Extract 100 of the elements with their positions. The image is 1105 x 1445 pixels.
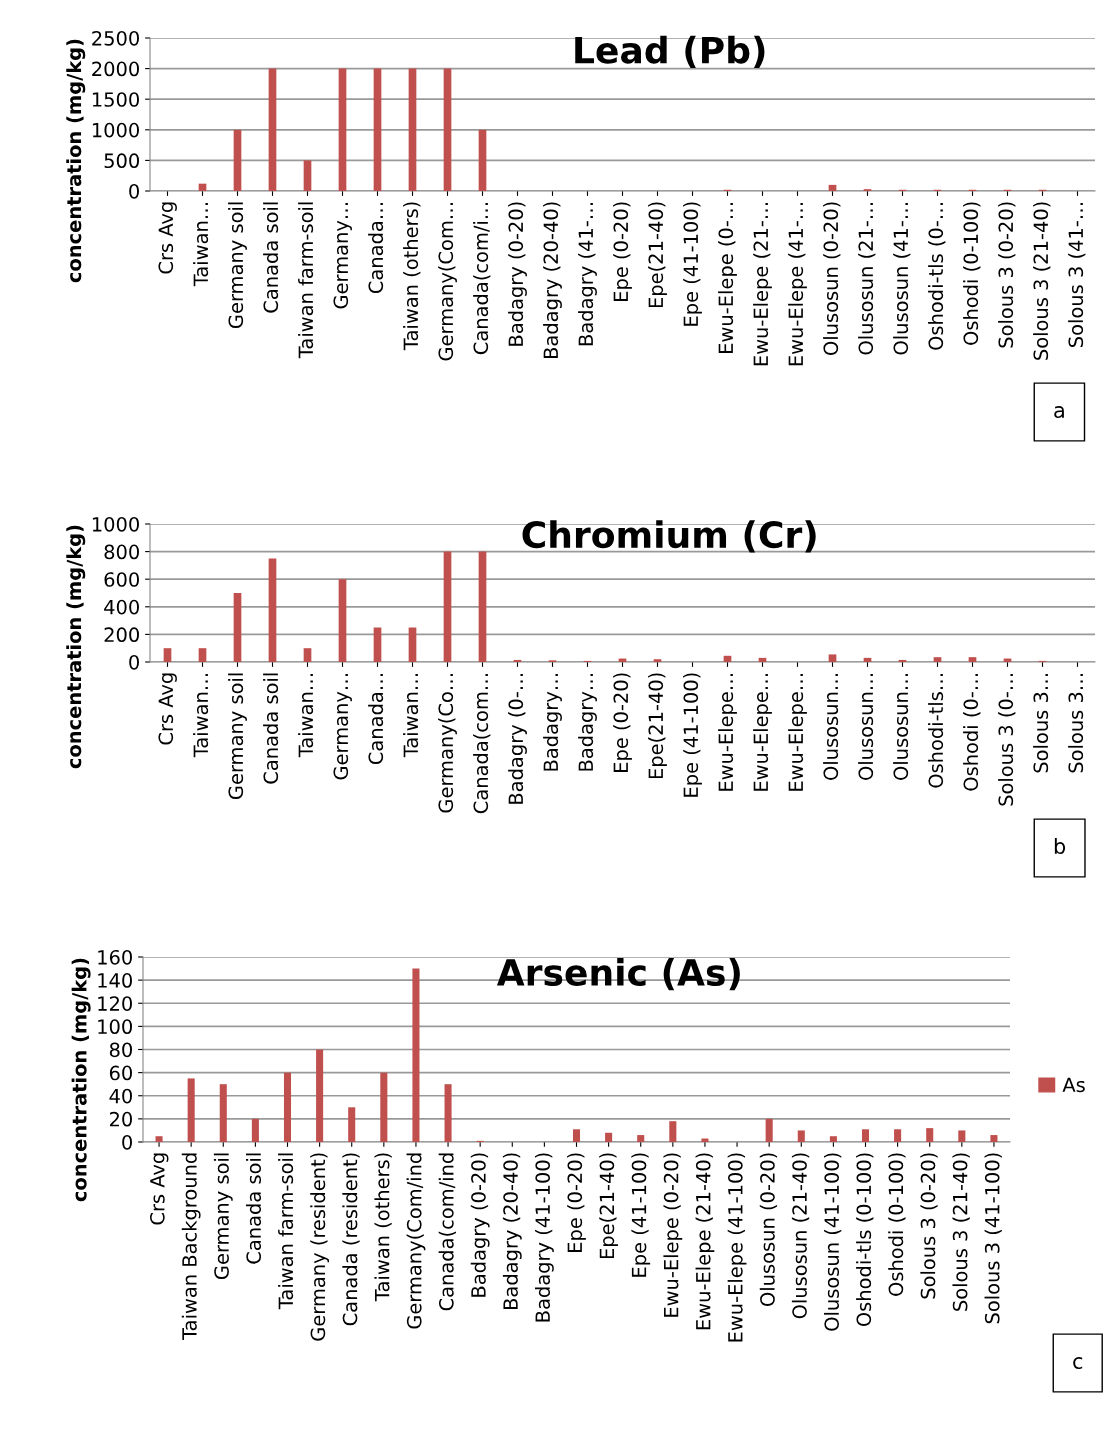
x-tick-label: Olusosun (21-… (858, 202, 876, 355)
x-tick-label: Badagry (41-100) (534, 1153, 554, 1322)
x-tick-label: Solous 3… (1068, 673, 1084, 773)
x-tick-label: Germany soil (228, 202, 247, 329)
y-tick-label: 20 (109, 1111, 132, 1127)
x-tick-label: Ewu-Elepe… (718, 673, 737, 791)
x-tick-label: Olusosun (0-20) (759, 1153, 778, 1306)
bar (233, 593, 242, 662)
x-tick-label: Crs Avg (158, 673, 177, 745)
x-tick-label: Ewu-Elepe (21-40) (695, 1153, 715, 1330)
bar (478, 551, 487, 662)
x-tick-label: Canada soil (263, 673, 279, 784)
x-tick-label: Taiwan (others) (374, 1153, 392, 1302)
x-tick-label: Solous 3 (0-… (998, 673, 1016, 806)
y-tick-label: 160 (98, 949, 132, 965)
x-tick-label: Ewu-Elepe (21-… (753, 202, 772, 366)
x-tick-label: Olusosun (21-40) (791, 1153, 810, 1319)
x-tick-label: Olusosun (0-20) (823, 202, 841, 355)
x-tick-label: Canada(com/ind (438, 1153, 456, 1311)
x-tick-label: Taiwan (others) (403, 202, 421, 351)
bar (968, 657, 977, 662)
x-tick-label: Solous 3 (21-40) (952, 1153, 970, 1311)
x-tick-label: Oshodi-tls (0-… (928, 202, 946, 350)
x-tick-label: Epe (0-20) (567, 1153, 586, 1252)
y-tick-label: 2500 (92, 30, 139, 46)
chart-title: Arsenic (As) (496, 958, 740, 991)
bar (412, 968, 420, 1142)
y-tick-label: 60 (109, 1065, 132, 1081)
x-tick-label: Oshodi (0-100) (888, 1153, 906, 1296)
text: b (1054, 837, 1066, 855)
bar (765, 1118, 773, 1142)
bar (478, 129, 487, 191)
bar (408, 68, 417, 191)
y-tick-label: 80 (109, 1042, 132, 1058)
x-tick-label: Canada soil (263, 202, 279, 313)
y-tick-label: 0 (129, 654, 139, 670)
x-tick-label: Oshodi-tls… (928, 673, 944, 788)
x-tick-label: Olusosun… (823, 673, 839, 780)
bar (443, 68, 452, 191)
y-axis-title: concentration (mg/kg) (66, 39, 86, 283)
bar (233, 129, 242, 191)
x-tick-label: Solous 3 (21-40) (1033, 202, 1051, 360)
bar (933, 657, 942, 662)
x-tick-label: Crs Avg (149, 1153, 169, 1225)
x-tick-label: Taiwan… (193, 202, 209, 287)
y-tick-label: 500 (104, 153, 139, 169)
bar (653, 659, 662, 662)
y-tick-label: 200 (104, 627, 139, 643)
bar (373, 627, 382, 662)
bar (163, 648, 172, 662)
y-axis-title: concentration (mg/kg) (71, 958, 91, 1202)
bar (380, 1072, 388, 1142)
x-tick-label: Epe (41-100) (683, 673, 702, 797)
y-tick-label: 0 (122, 1134, 132, 1150)
bar (572, 1129, 581, 1142)
x-tick-label: Canada… (368, 673, 384, 765)
x-tick-label: Germany(Com/ind (406, 1153, 426, 1329)
bar (828, 654, 837, 662)
bar (861, 1129, 870, 1142)
bar (338, 68, 347, 191)
x-tick-label: Badagry… (578, 673, 597, 771)
x-tick-label: Canada… (368, 202, 384, 294)
text: c (1073, 1357, 1083, 1370)
x-tick-label: Ewu-Elepe (41-… (788, 202, 807, 366)
x-tick-label: Canada soil (245, 1153, 262, 1264)
bar (373, 68, 382, 191)
bar (187, 1078, 195, 1142)
x-tick-label: Canada(com… (473, 673, 491, 814)
bar (198, 648, 207, 662)
x-tick-label: Oshodi (0-100) (963, 202, 981, 345)
x-tick-label: Olusosun… (893, 673, 909, 780)
x-tick-label: Badagry (20-40) (543, 202, 562, 359)
y-tick-label: 600 (104, 572, 139, 587)
x-tick-label: Badagry… (543, 673, 562, 771)
x-tick-label: Badagry (20-40) (502, 1153, 522, 1310)
x-tick-label: Germany(Com… (438, 202, 457, 361)
legend-label: As (1062, 1077, 1085, 1093)
bar (990, 1135, 998, 1142)
x-tick-label: Epe (0-20) (613, 673, 632, 772)
x-tick-label: Taiwan… (193, 673, 209, 758)
x-tick-label: Olusosun (41-100) (823, 1153, 842, 1331)
bar (348, 1107, 356, 1142)
y-tick-label: 100 (98, 1019, 132, 1035)
y-tick-label: 40 (109, 1088, 132, 1104)
x-tick-label: Taiwan farm-soil (278, 1153, 294, 1310)
y-tick-label: 120 (98, 996, 132, 1011)
x-tick-label: Epe(21-40) (648, 202, 667, 308)
x-tick-label: Germany soil (228, 673, 247, 800)
x-tick-label: Taiwan farm-soil (298, 202, 314, 359)
x-tick-label: Ewu-Elepe… (753, 673, 772, 791)
y-tick-label: 1500 (92, 92, 139, 107)
x-tick-label: Ewu-Elepe… (788, 673, 807, 791)
x-tick-label: Canada(com/i… (473, 202, 491, 355)
x-tick-label: Canada (resident) (342, 1153, 360, 1326)
x-tick-label: Crs Avg (158, 202, 177, 274)
bar (268, 68, 277, 191)
x-tick-label: Badagry (0-20) (470, 1153, 490, 1297)
bar (408, 627, 417, 662)
x-tick-label: Ewu-Elepe (0-20) (663, 1153, 683, 1317)
y-tick-label: 2000 (92, 61, 139, 77)
